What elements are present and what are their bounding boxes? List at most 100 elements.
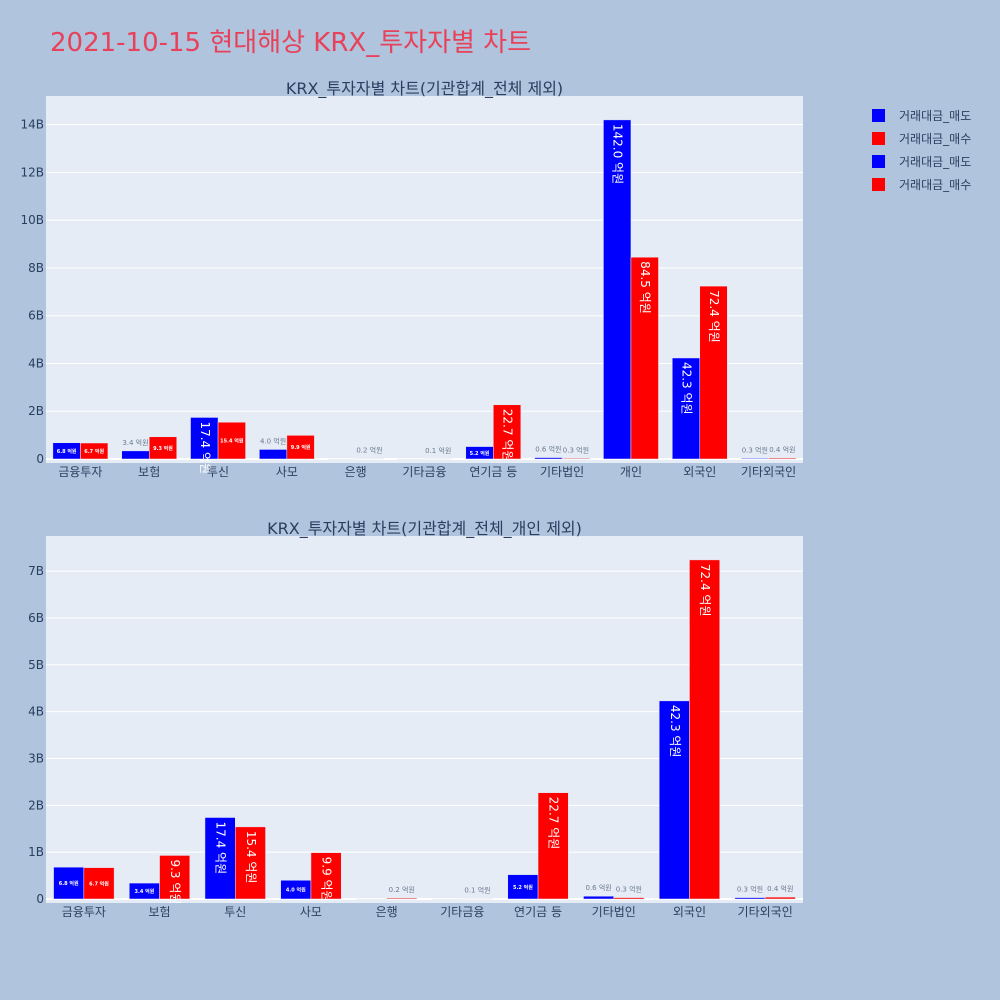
legend-label: 거래대금_매도 xyxy=(899,155,972,169)
y-tick-label: 3B xyxy=(28,751,44,765)
data-label: 4.0 억원 xyxy=(260,436,286,445)
y-tick-label: 4B xyxy=(28,705,44,719)
data-label: 3.4 억원 xyxy=(135,888,155,895)
y-tick-label: 1B xyxy=(28,845,44,859)
x-tick-label: 은행 xyxy=(376,904,398,919)
bar xyxy=(286,435,315,460)
bar xyxy=(356,898,387,900)
bar xyxy=(235,826,266,900)
data-label: 9.3 억원 xyxy=(153,445,173,452)
legend-swatch-icon xyxy=(872,132,885,145)
x-tick-label: 사모 xyxy=(300,905,322,919)
bar xyxy=(327,458,356,460)
bar xyxy=(603,119,632,460)
x-tick-label: 금융투자 xyxy=(62,905,106,919)
y-tick-label: 14B xyxy=(20,118,44,132)
x-tick-label: 기타외국인 xyxy=(738,905,793,919)
page-title: 2021-10-15 현대해상 KRX_투자자별 차트 xyxy=(50,28,532,58)
x-tick-label: 보험 xyxy=(138,465,160,479)
bar xyxy=(534,457,563,460)
data-label: 0.2 억원 xyxy=(389,885,415,894)
data-label: 9.3 억원 xyxy=(168,859,182,904)
data-label: 0.4 억원 xyxy=(769,445,795,454)
x-tick-label: 은행 xyxy=(345,464,367,479)
bar xyxy=(259,449,288,460)
bar xyxy=(80,442,109,460)
data-label: 72.4 억원 xyxy=(707,290,721,343)
bar xyxy=(561,458,590,460)
bar xyxy=(83,867,115,900)
data-label: 0.4 억원 xyxy=(767,884,793,893)
bar xyxy=(217,421,246,460)
bar xyxy=(699,285,728,460)
bar xyxy=(310,852,342,900)
legend-label: 거래대금_매도 xyxy=(899,109,972,123)
data-label: 0.1 억원 xyxy=(464,886,490,895)
y-tick-label: 2B xyxy=(28,404,44,418)
legend-item[interactable]: 거래대금_매도 xyxy=(872,150,971,173)
data-label: 15.4 억원 xyxy=(220,438,244,445)
data-label: 17.4 억원 xyxy=(214,822,228,875)
data-label: 17.4 억원 xyxy=(198,421,212,474)
data-label: 84.5 억원 xyxy=(638,261,652,314)
data-label: 0.3 억원 xyxy=(737,885,763,894)
bar xyxy=(507,874,539,900)
data-label: 6.7 억원 xyxy=(89,880,109,887)
legend: 거래대금_매도 거래대금_매수 거래대금_매도 거래대금_매수 xyxy=(872,104,971,196)
bar xyxy=(689,559,720,900)
y-tick-label: 8B xyxy=(28,261,44,275)
chart-title: KRX_투자자별 차트(기관합계_전체_개인 제외) xyxy=(267,519,582,539)
legend-swatch-icon xyxy=(872,109,885,122)
y-tick-label: 7B xyxy=(28,564,44,578)
data-label: 3.4 억원 xyxy=(122,438,148,447)
bar xyxy=(204,817,236,900)
y-tick-label: 2B xyxy=(28,798,44,812)
bar xyxy=(734,897,766,900)
y-tick-label: 4B xyxy=(28,356,44,370)
x-tick-label: 기타금융 xyxy=(440,905,484,919)
bar xyxy=(671,357,701,460)
legend-item[interactable]: 거래대금_매수 xyxy=(872,127,971,150)
data-label: 5.2 억원 xyxy=(513,884,533,891)
y-tick-label: 5B xyxy=(28,658,44,672)
bar xyxy=(764,896,796,900)
data-label: 0.3 억원 xyxy=(742,445,768,454)
chart-2: KRX_투자자별 차트(기관합계_전체_개인 제외) 0 1B 2B 3B 4B 5B 6B 7… xyxy=(28,519,803,919)
data-label: 9.9 억원 xyxy=(291,444,311,451)
chart-title: KRX_투자자별 차트(기관합계_전체 제외) xyxy=(286,79,563,99)
legend-swatch-icon xyxy=(872,155,885,168)
data-label: 6.8 억원 xyxy=(57,448,77,455)
x-tick-label: 연기금 등 xyxy=(514,905,562,919)
data-label: 9.9 억원 xyxy=(320,857,334,902)
bar xyxy=(386,897,418,900)
x-tick-label: 금융투자 xyxy=(58,465,102,479)
data-label: 0.1 억원 xyxy=(425,446,451,455)
x-tick-label: 기타금융 xyxy=(402,465,446,479)
bar xyxy=(658,700,690,900)
data-label: 72.4 억원 xyxy=(698,564,712,617)
x-tick-label: 외국인 xyxy=(683,465,716,479)
bar xyxy=(462,898,493,900)
data-label: 42.3 억원 xyxy=(680,362,694,415)
x-tick-label: 기타외국인 xyxy=(741,465,796,479)
y-tick-label: 12B xyxy=(20,165,44,179)
bar xyxy=(493,404,522,460)
legend-item[interactable]: 거래대금_매수 xyxy=(872,173,971,196)
x-tick-label: 개인 xyxy=(620,465,642,479)
data-label: 22.7 억원 xyxy=(501,409,515,462)
x-tick-label: 투신 xyxy=(224,905,246,919)
x-tick-label: 사모 xyxy=(276,465,298,479)
data-label: 42.3 억원 xyxy=(668,705,682,758)
data-label: 0.2 억원 xyxy=(356,446,382,455)
data-label: 0.6 억원 xyxy=(585,883,611,892)
bar xyxy=(190,417,219,460)
y-tick-label: 0 xyxy=(36,892,44,906)
bar xyxy=(159,855,191,900)
legend-item[interactable]: 거래대금_매도 xyxy=(872,104,971,127)
x-tick-label: 연기금 등 xyxy=(469,465,517,479)
bar xyxy=(424,458,453,460)
data-label: 4.0 억원 xyxy=(286,887,306,894)
y-tick-label: 0 xyxy=(36,452,44,466)
bar xyxy=(53,866,85,900)
